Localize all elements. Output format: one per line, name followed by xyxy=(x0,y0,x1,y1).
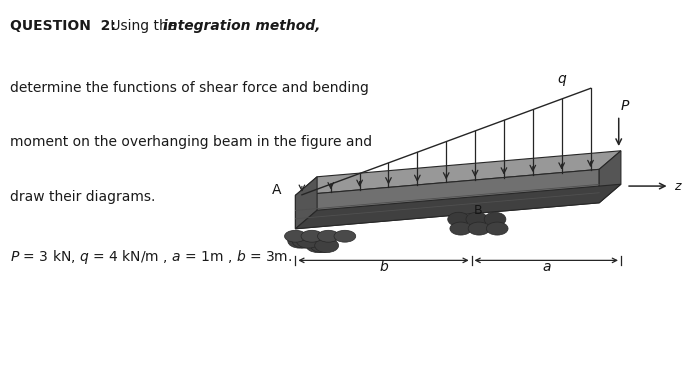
Ellipse shape xyxy=(318,230,340,242)
Text: draw their diagrams.: draw their diagrams. xyxy=(10,190,156,204)
Text: q: q xyxy=(557,72,566,86)
Ellipse shape xyxy=(466,212,488,226)
Ellipse shape xyxy=(284,230,307,242)
Ellipse shape xyxy=(292,234,316,248)
Text: integration method,: integration method, xyxy=(163,19,321,33)
Ellipse shape xyxy=(310,238,334,253)
Ellipse shape xyxy=(315,238,339,253)
Ellipse shape xyxy=(301,230,323,242)
Polygon shape xyxy=(295,184,621,229)
Ellipse shape xyxy=(448,212,470,226)
Text: QUESTION  2:: QUESTION 2: xyxy=(10,19,116,33)
Text: A: A xyxy=(272,183,281,197)
Polygon shape xyxy=(295,151,621,195)
Ellipse shape xyxy=(306,238,330,253)
Text: B: B xyxy=(474,204,482,217)
Polygon shape xyxy=(295,177,317,229)
Polygon shape xyxy=(295,170,599,229)
Text: b: b xyxy=(379,260,388,274)
Text: a: a xyxy=(542,260,550,274)
Text: z: z xyxy=(674,180,680,193)
Ellipse shape xyxy=(486,222,508,235)
Polygon shape xyxy=(599,151,621,203)
Ellipse shape xyxy=(468,222,490,235)
Text: moment on the overhanging beam in the figure and: moment on the overhanging beam in the fi… xyxy=(10,135,372,149)
Ellipse shape xyxy=(334,230,356,242)
Text: Using the: Using the xyxy=(106,19,181,33)
Ellipse shape xyxy=(484,212,506,226)
Text: $P$ = 3 kN, $q$ = 4 kN/m , $a$ = 1m , $b$ = 3m.: $P$ = 3 kN, $q$ = 4 kN/m , $a$ = 1m , $b… xyxy=(10,248,293,266)
Text: determine the functions of shear force and bending: determine the functions of shear force a… xyxy=(10,81,370,95)
Ellipse shape xyxy=(288,234,312,248)
Ellipse shape xyxy=(297,234,321,248)
Text: P: P xyxy=(621,99,629,113)
Ellipse shape xyxy=(450,222,472,235)
